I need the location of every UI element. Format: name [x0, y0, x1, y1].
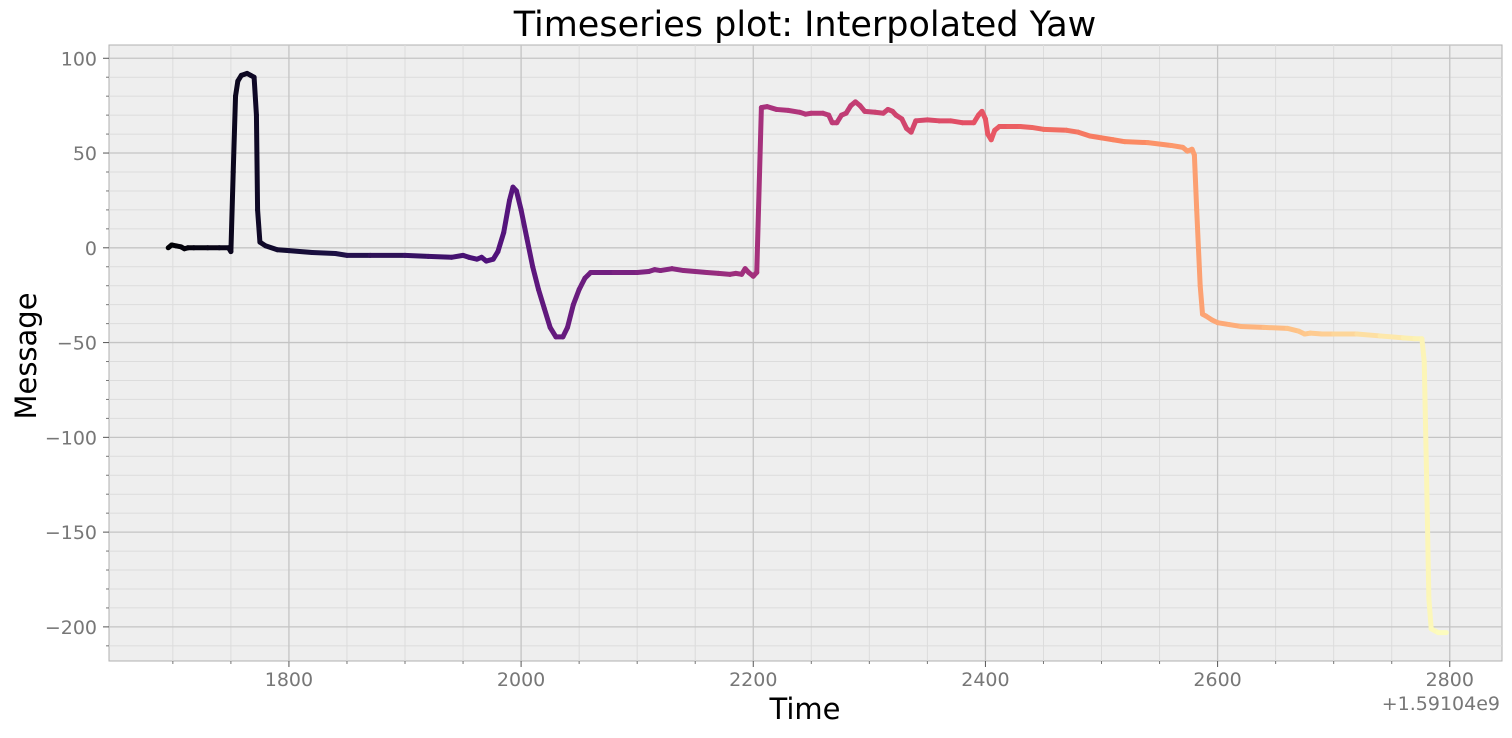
series-segment	[681, 268, 710, 275]
series-segment	[501, 197, 512, 236]
y-tick-label: −100	[45, 427, 97, 449]
series-segment	[513, 188, 524, 213]
series-segment	[541, 305, 553, 330]
x-axis-label: Time	[769, 692, 841, 726]
x-tick-label: 2800	[1426, 669, 1474, 691]
series-segment	[1197, 283, 1206, 317]
series-segment	[982, 116, 991, 137]
y-tick-label: 100	[61, 48, 97, 70]
x-tick-label: 2200	[729, 669, 777, 691]
series-segment	[565, 302, 576, 330]
series-segment	[1424, 472, 1432, 601]
series-segment	[536, 287, 547, 311]
series-segment	[1261, 324, 1290, 331]
series-segment	[524, 235, 536, 270]
x-tick-label: 2000	[497, 669, 545, 691]
series-segment	[1145, 140, 1174, 148]
x-tick-label: 1800	[265, 669, 313, 691]
plot-area	[108, 44, 1503, 662]
series-segment	[402, 252, 431, 259]
minor-grid	[109, 45, 1502, 661]
x-axis-ticks: 1800 2000 2200 2400 2600 2800	[172, 661, 1474, 691]
series-segment	[255, 207, 263, 245]
x-offset-label: +1.59104e9	[1382, 693, 1500, 715]
series-segment	[425, 253, 454, 260]
series-segment	[233, 78, 241, 99]
series-segment	[253, 112, 261, 213]
chart-title: Timeseries plot: Interpolated Yaw	[513, 5, 1097, 45]
series-segment	[530, 264, 542, 292]
series-segment	[518, 207, 530, 241]
series-segment	[1354, 331, 1383, 339]
series-segment	[1377, 333, 1406, 341]
y-tick-label: −50	[57, 333, 97, 355]
series-line	[165, 70, 1449, 636]
series-segment	[1426, 595, 1434, 632]
series-segment	[1419, 336, 1427, 365]
y-axis-label: Message	[9, 292, 43, 419]
y-tick-label: 0	[85, 238, 97, 260]
series-segment	[754, 105, 764, 275]
y-tick-label: 50	[73, 143, 97, 165]
series-segment	[1194, 207, 1203, 289]
series-segment	[251, 74, 259, 118]
series-segment	[230, 93, 239, 175]
major-grid	[109, 45, 1502, 661]
series-segment	[1238, 323, 1267, 330]
series-segment	[286, 248, 315, 256]
y-tick-label: −200	[45, 617, 97, 639]
y-tick-label: −150	[45, 522, 97, 544]
series-segment	[1122, 139, 1151, 146]
series-segment	[309, 250, 338, 256]
series-segment	[570, 287, 582, 308]
series-segment	[1191, 152, 1200, 213]
series-segment	[1040, 126, 1070, 133]
series-segment	[228, 169, 236, 255]
x-tick-label: 2400	[961, 669, 1009, 691]
series-segment	[495, 230, 507, 255]
series-segment	[1421, 359, 1430, 478]
x-tick-label: 2600	[1193, 669, 1241, 691]
y-axis-ticks: 100 50 0 −50 −100 −150 −200	[45, 48, 109, 647]
